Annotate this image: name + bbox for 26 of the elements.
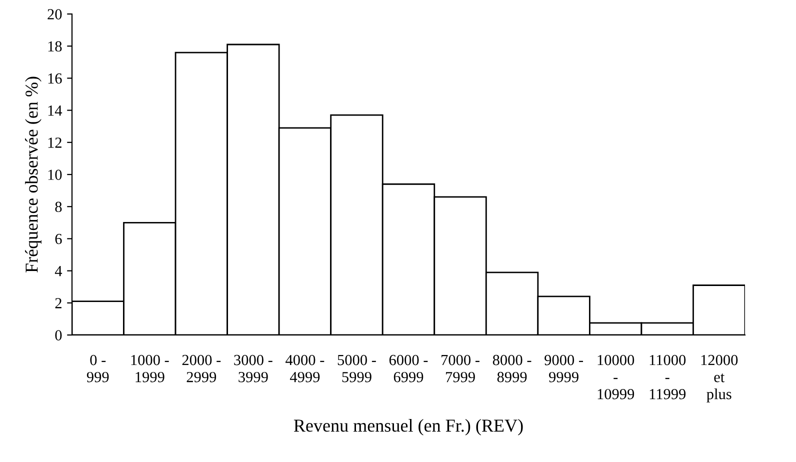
y-tick-label: 18 [48,41,62,52]
y-tick-label: 2 [55,298,62,308]
y-tick-label: 20 [48,9,62,20]
y-tick-label: 8 [55,202,62,212]
y-tick-label: 4 [54,266,62,276]
x-tick-label: 1000 - 1999 [131,354,169,382]
x-tick-label: 7000 - 7999 [442,354,480,382]
x-axis-title: Revenu mensuel (en Fr.) (REV) [294,419,523,436]
x-tick-label: 8000 - 8999 [492,354,532,382]
x-tick-label: 3000 - 3999 [234,354,272,382]
y-tick-label: 0 [55,330,62,340]
y-tick-label: 6 [55,234,62,244]
y-tick-label: 12 [48,138,62,148]
x-tick-label: 9000 - 9999 [544,354,583,382]
x-tick-label: 5000 - 5999 [338,354,376,382]
x-tick-label: 2000 - 2999 [182,354,221,382]
y-tick-label: 14 [48,106,62,116]
x-tick-label: 11000 - 11999 [650,354,686,400]
y-axis-title: Fréquence observée (en %) [25,76,42,272]
x-tick-label: 10000 - 10999 [598,354,634,400]
y-tick-label: 10 [48,170,62,180]
x-tick-label: 4000 - 4999 [286,354,324,382]
x-tick-label: 6000 - 6999 [389,354,428,382]
x-tick-label: 0 - 999 [86,354,109,382]
y-tick-label: 16 [48,73,62,84]
x-tick-label: 12000 et plus [701,354,738,402]
